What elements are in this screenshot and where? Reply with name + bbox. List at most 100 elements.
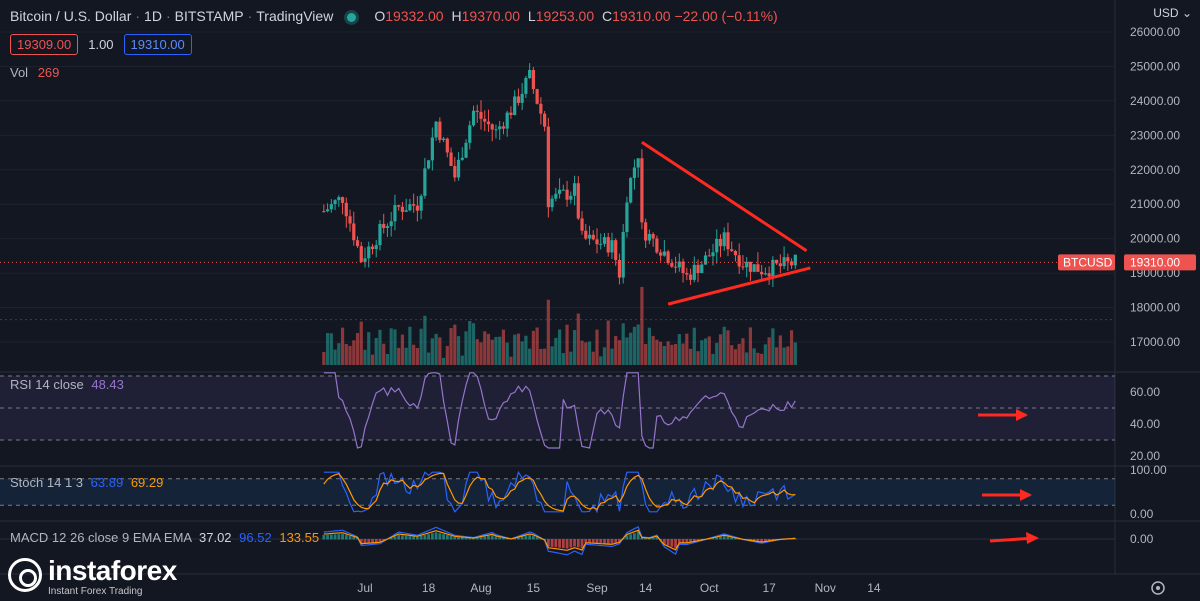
time-tick-label: 17 bbox=[762, 581, 776, 595]
volume-bar bbox=[692, 327, 696, 365]
volume-bar bbox=[404, 347, 408, 365]
volume-bar bbox=[584, 342, 588, 365]
candle-body bbox=[580, 218, 584, 231]
volume-bar bbox=[531, 330, 535, 365]
macd-value: 37.02 bbox=[199, 530, 232, 545]
rsi-legend[interactable]: RSI 14 close 48.43 bbox=[10, 377, 124, 392]
volume-bar bbox=[778, 335, 782, 365]
macd-hist-bar bbox=[490, 535, 494, 540]
candle-body bbox=[543, 113, 547, 127]
volume-bar bbox=[528, 348, 532, 365]
open-value: 19332.00 bbox=[385, 8, 444, 24]
volume-bar bbox=[543, 348, 547, 365]
candle-body bbox=[688, 274, 693, 280]
candle-body bbox=[666, 251, 670, 264]
candle-body bbox=[632, 167, 637, 179]
macd-hist-bar bbox=[502, 537, 505, 540]
settings-gear-icon[interactable] bbox=[1151, 581, 1165, 595]
volume-bar bbox=[445, 345, 449, 365]
volume-bar bbox=[393, 329, 397, 365]
volume-bar bbox=[524, 335, 528, 365]
candle-body bbox=[655, 238, 659, 253]
candle-body bbox=[370, 246, 375, 250]
macd-hist-bar bbox=[457, 537, 460, 540]
volume-bar bbox=[337, 343, 341, 365]
rsi-tick-label: 20.00 bbox=[1130, 449, 1160, 463]
candle-body bbox=[449, 152, 453, 167]
candle-body bbox=[550, 198, 554, 208]
macd-hist-bar bbox=[445, 535, 449, 540]
price-tick-label: 22000.00 bbox=[1130, 163, 1180, 177]
close-value: 19310.00 bbox=[612, 8, 671, 24]
macd-hist-bar bbox=[670, 539, 674, 547]
candle-body bbox=[483, 118, 487, 122]
candle-body bbox=[677, 261, 681, 268]
candle-body bbox=[625, 202, 629, 233]
macd-hist-bar bbox=[479, 537, 483, 540]
macd-hist-bar bbox=[677, 539, 681, 543]
time-tick-label: 15 bbox=[527, 581, 541, 595]
candle-body bbox=[778, 263, 782, 267]
macd-hist-bar bbox=[599, 539, 603, 544]
candle-body bbox=[505, 112, 509, 129]
stoch-k-value: 63.89 bbox=[90, 475, 124, 490]
rsi-tick-label: 40.00 bbox=[1130, 417, 1160, 431]
volume-bar bbox=[625, 337, 629, 365]
candle-body bbox=[726, 232, 730, 250]
macd-hist-bar bbox=[329, 534, 333, 540]
macd-hist-bar bbox=[513, 538, 517, 540]
macd-hist-bar bbox=[793, 538, 797, 540]
macd-hist-bar bbox=[629, 534, 633, 540]
candle-body bbox=[557, 189, 562, 194]
volume-bar bbox=[752, 348, 756, 365]
interval-label[interactable]: 1D bbox=[144, 8, 162, 24]
buy-price-button[interactable]: 19310.00 bbox=[123, 34, 192, 55]
macd-hist-bar bbox=[618, 539, 621, 543]
candle-body bbox=[745, 261, 749, 268]
candle-body bbox=[782, 257, 786, 267]
ticker-tag-bg bbox=[1058, 254, 1115, 271]
candle-body bbox=[617, 259, 622, 278]
sell-price-button[interactable]: 19309.00 bbox=[10, 34, 79, 55]
volume-bar bbox=[430, 338, 434, 365]
volume-bar bbox=[745, 352, 749, 365]
macd-hist-bar bbox=[614, 539, 618, 543]
volume-legend[interactable]: Vol 269 bbox=[10, 65, 59, 80]
volume-bar bbox=[412, 344, 416, 365]
macd-hist-bar bbox=[550, 539, 554, 547]
volume-bar bbox=[655, 339, 659, 365]
macd-hist-bar bbox=[681, 539, 685, 543]
time-tick-label: Aug bbox=[470, 581, 491, 595]
triangle-lower-trendline bbox=[667, 266, 811, 306]
macd-hist-bar bbox=[367, 539, 371, 543]
candle-body bbox=[756, 264, 760, 272]
volume-bar bbox=[726, 330, 730, 365]
macd-hist-bar bbox=[640, 537, 644, 540]
volume-bar bbox=[363, 349, 367, 365]
candle-body bbox=[430, 137, 434, 161]
candle-body bbox=[696, 264, 700, 274]
stoch-legend[interactable]: Stoch 14 1 3 63.89 69.29 bbox=[10, 475, 163, 490]
volume-bar bbox=[483, 331, 487, 365]
symbol-name[interactable]: Bitcoin / U.S. Dollar bbox=[10, 8, 132, 24]
currency-button[interactable]: USD ⌄ bbox=[1153, 6, 1192, 20]
volume-bar bbox=[760, 353, 764, 365]
macd-hist-bar bbox=[595, 539, 599, 544]
candle-body bbox=[516, 96, 521, 103]
candle-body bbox=[606, 237, 610, 253]
macd-signal-value: 96.52 bbox=[239, 530, 272, 545]
macd-hist-bar bbox=[326, 534, 329, 540]
volume-bar bbox=[397, 347, 401, 365]
brand-watermark: instaforex Instant Forex Trading bbox=[8, 556, 177, 597]
volume-bar bbox=[737, 343, 741, 365]
volume-bar bbox=[453, 324, 457, 365]
stoch-tick-label: 100.00 bbox=[1130, 463, 1167, 477]
macd-hist-bar bbox=[348, 535, 352, 540]
macd-hist-bar bbox=[460, 537, 464, 540]
last-price-tag: 19310.00 bbox=[1130, 255, 1180, 269]
macd-hist-bar bbox=[427, 534, 431, 540]
volume-bar bbox=[434, 333, 438, 365]
macd-legend[interactable]: MACD 12 26 close 9 EMA EMA 37.02 96.52 1… bbox=[10, 530, 319, 545]
market-status-icon bbox=[347, 12, 357, 22]
